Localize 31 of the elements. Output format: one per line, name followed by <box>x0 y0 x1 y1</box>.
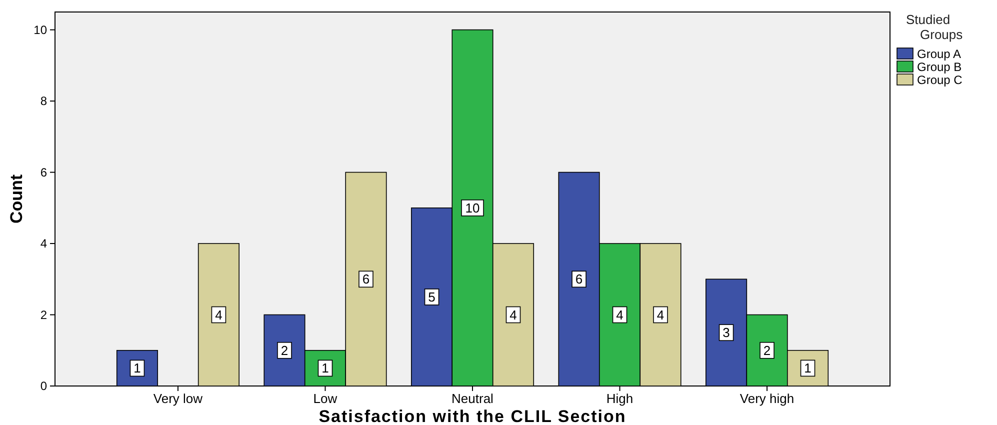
x-tick-label: Low <box>313 391 338 406</box>
y-tick-label: 0 <box>40 379 48 393</box>
data-label: 1 <box>134 360 141 376</box>
data-label: 1 <box>804 360 812 376</box>
legend-label: Group C <box>917 73 963 87</box>
x-tick-label: Neutral <box>452 391 494 406</box>
data-label: 1 <box>322 360 329 376</box>
y-tick-label: 4 <box>40 236 48 251</box>
data-label: 2 <box>763 342 771 358</box>
data-label: 5 <box>428 289 436 304</box>
x-tick-label: High <box>606 391 634 406</box>
data-label: 4 <box>215 307 222 322</box>
legend-label: Group B <box>917 60 962 74</box>
data-label: 4 <box>616 307 624 322</box>
legend-title: Studied Groups <box>906 12 964 42</box>
x-axis-title: Satisfaction with the CLIL Section <box>318 407 626 425</box>
y-tick-label: 8 <box>40 94 48 108</box>
y-axis-title: Count <box>7 174 26 224</box>
data-label: 4 <box>656 307 664 322</box>
data-label: 3 <box>722 325 730 340</box>
legend-label: Group A <box>917 47 962 61</box>
x-tick-label: Very low <box>153 391 204 406</box>
data-label: 6 <box>575 272 583 287</box>
x-tick-label: Very high <box>740 391 794 406</box>
data-label: 10 <box>465 200 480 216</box>
y-tick-label: 2 <box>40 308 48 322</box>
data-label: 4 <box>510 307 517 322</box>
y-tick-label: 6 <box>40 165 48 180</box>
data-label: 6 <box>362 272 370 287</box>
y-tick-label: 10 <box>34 22 48 37</box>
data-label: 2 <box>280 342 288 358</box>
